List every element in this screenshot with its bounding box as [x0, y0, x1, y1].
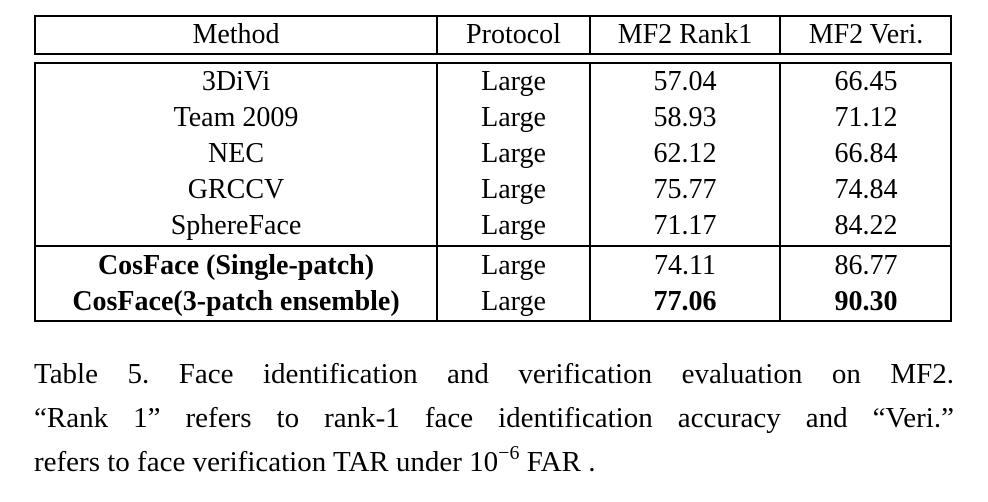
- column-divider: [779, 64, 781, 320]
- column-header-rank1: MF2 Rank1: [617, 19, 753, 50]
- caption-text: refers to face verification TAR under 10: [34, 446, 499, 478]
- table-body: 3DiVi Large 57.04 66.45 Team 2009 Large …: [34, 62, 952, 322]
- cell-veri: 74.84: [834, 174, 898, 205]
- cell-protocol: Large: [481, 210, 546, 241]
- table-header: Method Protocol MF2 Rank1 MF2 Veri.: [34, 15, 952, 55]
- cell-rank1: 77.06: [653, 286, 717, 317]
- cell-method: GRCCV: [187, 174, 285, 205]
- row-group-divider: [36, 245, 950, 247]
- cell-veri: 66.45: [834, 66, 898, 97]
- cell-veri: 71.12: [834, 102, 898, 133]
- cell-rank1: 58.93: [653, 102, 717, 133]
- column-header-protocol: Protocol: [466, 19, 561, 50]
- caption-line: “Rank 1” refers to rank-1 face identific…: [34, 402, 954, 434]
- column-divider: [436, 17, 438, 53]
- cell-protocol: Large: [481, 102, 546, 133]
- cell-veri: 84.22: [834, 210, 898, 241]
- column-header-veri: MF2 Veri.: [808, 19, 924, 50]
- cell-method: SphereFace: [170, 210, 302, 241]
- column-divider: [436, 64, 438, 320]
- cell-method: 3DiVi: [201, 66, 271, 97]
- cell-protocol: Large: [481, 138, 546, 169]
- cell-method: CosFace(3-patch ensemble): [72, 286, 400, 317]
- caption-exponent: −6: [498, 442, 520, 464]
- cell-protocol: Large: [481, 250, 546, 281]
- cell-method: NEC: [208, 138, 264, 169]
- caption-line: refers to face verification TAR under 10…: [34, 440, 954, 484]
- caption-line: Table 5. Face identification and verific…: [34, 358, 954, 390]
- cell-rank1: 71.17: [653, 210, 717, 241]
- caption-text: FAR .: [519, 446, 596, 478]
- cell-protocol: Large: [481, 174, 546, 205]
- cell-veri: 66.84: [834, 138, 898, 169]
- cell-method: Team 2009: [173, 102, 299, 133]
- column-divider: [589, 17, 591, 53]
- cell-veri: 90.30: [834, 286, 898, 317]
- cell-veri: 86.77: [834, 250, 898, 281]
- cell-rank1: 62.12: [653, 138, 717, 169]
- cell-rank1: 57.04: [653, 66, 717, 97]
- column-header-method: Method: [192, 19, 280, 50]
- column-divider: [589, 64, 591, 320]
- table-caption: Table 5. Face identification and verific…: [34, 352, 954, 484]
- column-divider: [779, 17, 781, 53]
- cell-protocol: Large: [481, 66, 546, 97]
- cell-method: CosFace (Single-patch): [97, 250, 375, 281]
- cell-rank1: 75.77: [653, 174, 717, 205]
- cell-rank1: 74.11: [654, 250, 716, 281]
- cell-protocol: Large: [481, 286, 546, 317]
